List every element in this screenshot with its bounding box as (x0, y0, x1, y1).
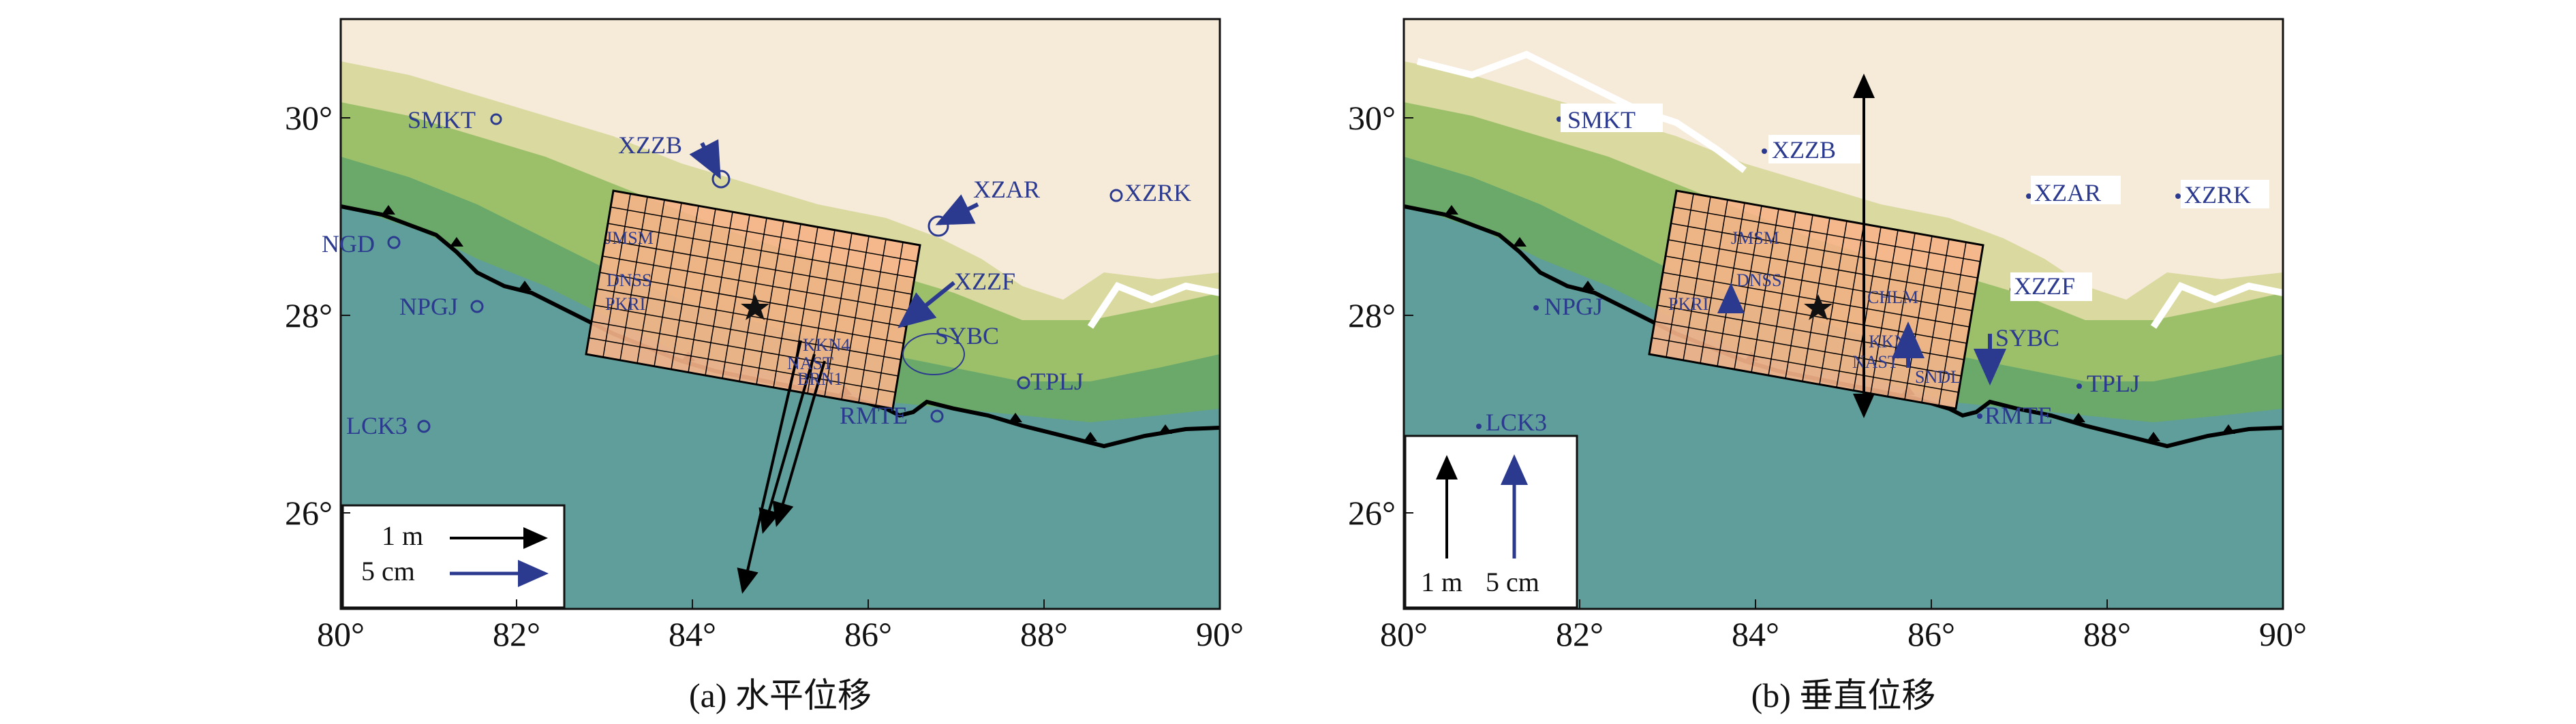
map-a-error-ellipse (902, 333, 965, 375)
station-b-12: PKRI (1668, 294, 1708, 314)
station-b-2: XZAR (2034, 179, 2101, 206)
map-a-plateau (341, 19, 1220, 300)
map-b-epicenter-star (1804, 294, 1833, 320)
panel-a-axis-ticks (341, 117, 1045, 609)
legend-a-black-label: 1 m (382, 520, 423, 551)
panel-a-y-tick-labels: 30° 28° 26° (285, 99, 333, 532)
xtick-b-3: 86° (1907, 615, 1955, 653)
xtick-a-0: 80° (317, 615, 365, 653)
caption-a: (a) 水平位移 (689, 676, 872, 714)
xtick-a-4: 88° (1020, 615, 1068, 653)
grid-line (594, 304, 902, 360)
station-a-3: XZRK (1124, 179, 1191, 206)
station-b-8: RMTE (1984, 402, 2053, 429)
ytick-a-2: 26° (285, 494, 333, 532)
grid-line (588, 337, 896, 393)
ytick-a-1: 28° (285, 296, 333, 334)
panel-b-label-boxes (1561, 104, 2269, 301)
station-a-1: XZZB (618, 131, 682, 159)
station-b-0: SMKT (1567, 106, 1636, 133)
station-a-6: XZZF (954, 268, 1015, 295)
legend-b-black-label: 1 m (1421, 567, 1462, 597)
station-b-11: DNSS (1736, 270, 1781, 290)
map-b-snow-line-2 (2150, 281, 2283, 329)
station-b-3: XZRK (2184, 181, 2251, 208)
xtick-b-0: 80° (1380, 615, 1428, 653)
grid-line (607, 223, 915, 279)
panel-b-station-labels: SMKT XZZB XZAR XZRK NPGJ XZZF SYBC TPLJ … (1486, 106, 2251, 436)
station-a-16: BRN1 (797, 369, 842, 389)
grid-line (1670, 223, 1978, 279)
station-b-7: TPLJ (2087, 370, 2140, 397)
station-a-13: PKRI (605, 294, 645, 314)
grid-line (610, 206, 918, 262)
legend-a-blue-label: 5 cm (361, 556, 415, 586)
station-b-16: SNDL (1915, 367, 1961, 387)
station-b-5: XZZF (2014, 272, 2075, 300)
xtick-b-1: 82° (1556, 615, 1604, 653)
xtick-a-2: 84° (669, 615, 716, 653)
panel-b-axis-ticks (1404, 117, 2108, 609)
station-b-4: NPGJ (1544, 293, 1603, 320)
panel-a-legend: 1 m 5 cm (341, 504, 566, 609)
station-a-15: NAST (787, 353, 833, 373)
station-b-13: KKN4 (1869, 332, 1916, 351)
xtick-b-5: 90° (2259, 615, 2307, 653)
map-a-station-markers (387, 113, 1123, 433)
panel-b-frame (1402, 18, 2284, 610)
station-a-10: LCK3 (346, 412, 408, 439)
panel-a-frame (339, 18, 1221, 610)
station-a-11: JMSM (605, 228, 654, 248)
panel-a-x-tick-labels: 80° 82° 84° 86° 88° 90° (317, 615, 1244, 653)
station-b-9: LCK3 (1486, 409, 1547, 436)
station-a-12: DNSS (607, 270, 651, 290)
station-b-1: XZZB (1772, 136, 1836, 163)
grid-line (602, 255, 910, 311)
xtick-a-5: 90° (1196, 615, 1244, 653)
panel-b-y-tick-labels: 30° 28° 26° (1348, 99, 1396, 532)
grid-line (1673, 206, 1981, 262)
ytick-b-0: 30° (1348, 99, 1396, 137)
ytick-a-0: 30° (285, 99, 333, 137)
station-b-6: SYBC (1995, 324, 2059, 351)
panel-a-station-labels: SMKT XZZB XZAR XZRK NGD NPGJ XZZF SYBC T… (322, 106, 1191, 439)
legend-b-blue-label: 5 cm (1486, 567, 1539, 597)
map-a-vectors (689, 139, 979, 594)
grid-line (1668, 239, 1976, 295)
map-b-snow-line (1416, 50, 1747, 173)
panel-b-x-tick-labels: 80° 82° 84° 86° 88° 90° (1380, 615, 2307, 653)
station-a-8: TPLJ (1030, 368, 1084, 395)
grid-line (1665, 255, 1973, 311)
station-a-2: XZAR (973, 176, 1040, 203)
caption-b: (b) 垂直位移 (1751, 676, 1936, 714)
station-a-9: RMTE (840, 402, 908, 429)
grid-line (604, 239, 913, 295)
ytick-b-1: 28° (1348, 296, 1396, 334)
station-b-15: CHLM (1867, 287, 1918, 307)
xtick-a-3: 86° (844, 615, 892, 653)
station-b-14: NAST (1852, 352, 1899, 372)
panel-a (341, 19, 1220, 609)
station-a-7: SYBC (935, 322, 999, 349)
grid-line (1651, 337, 1959, 393)
map-a-epicenter-star (741, 294, 769, 320)
map-a-snow-line (1087, 281, 1220, 329)
xtick-b-2: 84° (1732, 615, 1779, 653)
panel-b-legend: 1 m 5 cm (1404, 435, 1578, 609)
station-a-5: NPGJ (399, 293, 458, 320)
map-b-vectors (1717, 74, 2006, 418)
xtick-a-1: 82° (493, 615, 540, 653)
station-a-14: KKN4 (803, 335, 850, 355)
ytick-b-2: 26° (1348, 494, 1396, 532)
station-b-10: JMSM (1731, 228, 1779, 248)
grid-line (591, 321, 899, 377)
station-a-0: SMKT (408, 106, 476, 133)
station-a-4: NGD (322, 230, 375, 257)
xtick-b-4: 88° (2083, 615, 2131, 653)
